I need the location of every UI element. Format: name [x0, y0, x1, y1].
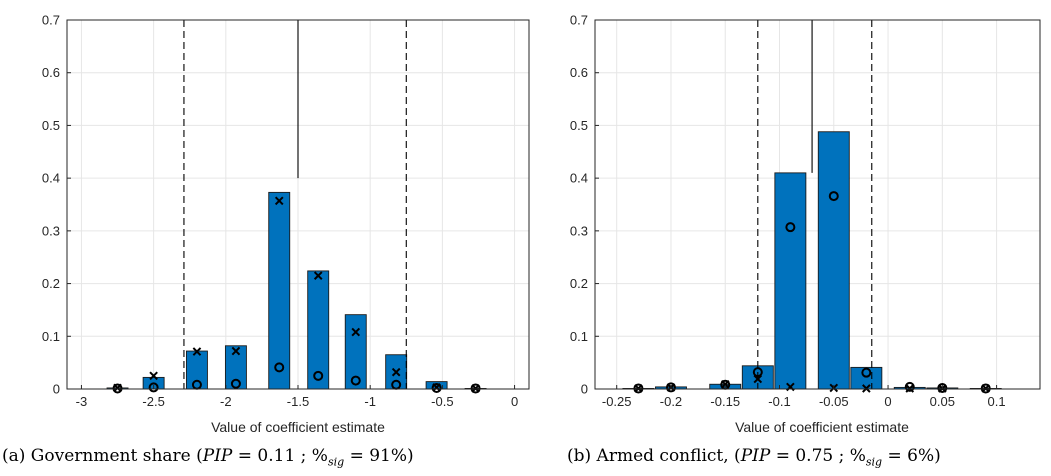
chart-a-x-axis-label: Value of coefficient estimate	[211, 419, 385, 435]
chart-b-x-marker	[862, 384, 871, 393]
chart-a-x-marker	[231, 346, 241, 356]
chart-b-x-tick-label: 0	[884, 394, 891, 409]
chart-b-x-marker	[720, 379, 730, 389]
chart-a-o-marker	[230, 378, 241, 389]
chart-a-y-tick-label: 0.2	[42, 276, 60, 291]
chart-b-bar	[817, 131, 850, 390]
chart-b-o-marker	[861, 367, 872, 378]
chart-a-o-marker	[274, 362, 285, 373]
chart-a-o-marker	[470, 383, 481, 394]
chart-a-bar	[344, 314, 367, 390]
chart-a-x-marker	[149, 371, 158, 381]
chart-b-x-marker	[753, 374, 763, 384]
chart-a-y-tick-label: 0.1	[42, 329, 60, 344]
chart-b-x-tick-label: -0.15	[710, 394, 740, 409]
chart-b-x-tick-label: -0.25	[602, 394, 632, 409]
chart-b-y-tick-label: 0.6	[570, 65, 588, 80]
chart-a-caption: (a) Government share (PIP = 0.11 ; %sig …	[2, 446, 414, 469]
chart-a-y-tick-label: 0.3	[42, 223, 60, 238]
chart-b-o-marker	[785, 222, 796, 233]
chart-b-x-tick-label: 0.1	[988, 394, 1006, 409]
chart-a-x-tick-label: -1.5	[287, 394, 309, 409]
chart-a-y-tick-label: 0.4	[42, 171, 60, 186]
chart-b-x-tick-label: 0.05	[930, 394, 955, 409]
chart-b-bar	[850, 366, 883, 390]
chart-a-y-tick-label: 0.5	[42, 118, 60, 133]
chart-b-o-marker	[904, 381, 915, 392]
chart-b-o-marker	[633, 383, 644, 394]
chart-b-y-tick-label: 0.1	[570, 329, 588, 344]
chart-b-o-marker	[980, 383, 991, 394]
chart-b-y-tick-label: 0.2	[570, 276, 588, 291]
chart-b-y-tick-label: 0.3	[570, 223, 588, 238]
chart-a-y-tick-label: 0.6	[42, 65, 60, 80]
chart-a-x-tick-label: -0.5	[431, 394, 453, 409]
chart-b-o-marker	[665, 382, 676, 393]
chart-b-x-marker	[981, 384, 991, 393]
chart-a-x-tick-label: -3	[76, 394, 88, 409]
chart-a-bar	[185, 350, 208, 390]
chart-a-bar	[268, 191, 291, 390]
chart-b-x-tick-label: -0.2	[660, 394, 682, 409]
chart-b-x-tick-label: -0.05	[819, 394, 849, 409]
chart-b-bar	[774, 172, 807, 390]
chart-a-y-tick-label: 0	[53, 382, 60, 397]
chart-a-x-tick-label: 0	[511, 394, 518, 409]
chart-a-x-marker	[391, 367, 401, 377]
chart-b-y-tick-label: 0.4	[570, 171, 588, 186]
chart-b-x-tick-label: -0.1	[768, 394, 790, 409]
chart-a-x-marker	[274, 196, 284, 206]
chart-b-y-tick-label: 0	[581, 382, 588, 397]
chart-a-x-marker	[313, 271, 323, 280]
chart-b-axes-box	[594, 19, 1041, 390]
chart-a-x-tick-label: -1	[364, 394, 376, 409]
chart-a-y-tick-label: 0.7	[42, 13, 60, 28]
chart-b-o-marker	[752, 367, 763, 378]
chart-a-o-marker	[112, 383, 123, 394]
chart-a-o-marker	[350, 375, 361, 386]
chart-b-x-axis-label: Value of coefficient estimate	[735, 419, 909, 435]
chart-b-y-tick-label: 0.7	[570, 13, 588, 28]
chart-a-x-tick-label: -2.5	[142, 394, 164, 409]
chart-a-o-marker	[148, 382, 159, 393]
chart-b-x-marker	[634, 384, 643, 393]
chart-a-x-marker	[351, 327, 361, 337]
chart-a-x-tick-label: -2	[220, 394, 232, 409]
chart-a-o-marker	[431, 382, 442, 393]
chart-b-o-marker	[937, 382, 948, 393]
chart-b-x-marker	[905, 384, 915, 393]
chart-b-o-marker	[828, 191, 839, 202]
figure-canvas: Value of coefficient estimate Value of c…	[42, 13, 1041, 435]
chart-a-o-marker	[313, 370, 324, 381]
chart-b-y-tick-label: 0.5	[570, 118, 588, 133]
chart-b-caption: (b) Armed conflict, (PIP = 0.75 ; %sig =…	[567, 446, 941, 469]
chart-a-x-marker	[192, 347, 202, 356]
